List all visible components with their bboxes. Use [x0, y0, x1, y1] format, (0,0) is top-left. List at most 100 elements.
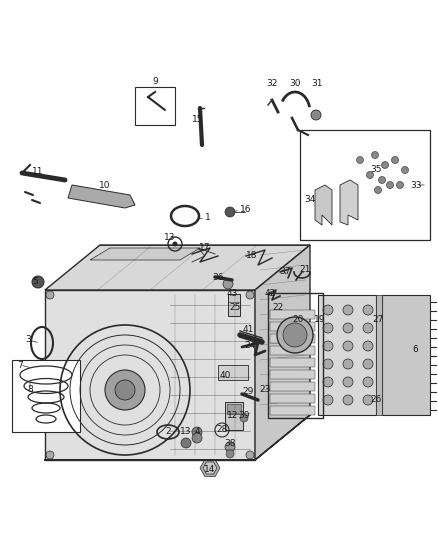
Circle shape: [46, 451, 54, 459]
Bar: [12, 360, 80, 432]
Bar: [382, 295, 430, 415]
Circle shape: [374, 187, 381, 193]
Circle shape: [105, 370, 145, 410]
Text: 39: 39: [238, 411, 250, 421]
Bar: [218, 365, 248, 380]
Polygon shape: [68, 185, 135, 208]
Text: 18: 18: [246, 252, 258, 261]
Text: 9: 9: [152, 77, 158, 86]
Circle shape: [311, 110, 321, 120]
Text: 10: 10: [99, 181, 111, 190]
Text: 7: 7: [17, 360, 23, 369]
Text: 43: 43: [226, 289, 238, 298]
Circle shape: [157, 109, 167, 119]
Bar: [270, 382, 315, 391]
Bar: [227, 404, 241, 414]
Circle shape: [192, 433, 202, 443]
Circle shape: [277, 317, 313, 353]
Bar: [376, 295, 382, 415]
Circle shape: [343, 305, 353, 315]
Text: 40: 40: [219, 370, 231, 379]
Text: 2: 2: [165, 427, 171, 437]
Circle shape: [246, 451, 254, 459]
Circle shape: [363, 305, 373, 315]
Circle shape: [363, 341, 373, 351]
Bar: [228, 294, 240, 316]
Text: 35: 35: [370, 166, 382, 174]
Text: 26: 26: [370, 395, 381, 405]
Circle shape: [323, 323, 333, 333]
Text: 8: 8: [27, 385, 33, 394]
Text: 36: 36: [212, 273, 224, 282]
Bar: [300, 130, 430, 240]
Circle shape: [386, 182, 393, 189]
Circle shape: [323, 341, 333, 351]
Text: 12: 12: [227, 411, 239, 421]
Polygon shape: [203, 462, 217, 474]
Circle shape: [240, 414, 248, 422]
Circle shape: [323, 395, 333, 405]
Polygon shape: [200, 459, 220, 477]
Bar: [270, 322, 315, 331]
Circle shape: [363, 395, 373, 405]
Circle shape: [363, 359, 373, 369]
Bar: [270, 346, 315, 355]
Circle shape: [343, 341, 353, 351]
Bar: [270, 394, 315, 403]
Bar: [268, 293, 323, 418]
Ellipse shape: [176, 210, 194, 222]
Polygon shape: [45, 245, 310, 290]
Text: 30: 30: [289, 79, 301, 88]
Circle shape: [381, 161, 389, 168]
Text: 14: 14: [204, 465, 215, 474]
Text: 21: 21: [299, 265, 311, 274]
Circle shape: [402, 166, 409, 174]
Text: 24: 24: [244, 342, 256, 351]
Circle shape: [323, 359, 333, 369]
Circle shape: [392, 157, 399, 164]
Text: 33: 33: [410, 181, 422, 190]
Text: 6: 6: [412, 345, 418, 354]
Circle shape: [173, 241, 177, 246]
Text: 1: 1: [205, 214, 211, 222]
Text: 41: 41: [242, 326, 254, 335]
Text: 11: 11: [32, 167, 44, 176]
Circle shape: [192, 427, 202, 437]
Bar: [270, 370, 315, 379]
Circle shape: [343, 395, 353, 405]
Bar: [270, 358, 315, 367]
Circle shape: [378, 176, 385, 183]
Circle shape: [246, 291, 254, 299]
Text: 32: 32: [266, 79, 278, 88]
Circle shape: [181, 438, 191, 448]
Text: 22: 22: [272, 303, 284, 312]
Circle shape: [323, 305, 333, 315]
Bar: [270, 334, 315, 343]
Text: 34: 34: [304, 196, 316, 205]
Polygon shape: [90, 248, 200, 260]
Bar: [225, 402, 243, 430]
Polygon shape: [45, 290, 255, 460]
Text: 19: 19: [314, 316, 326, 325]
Circle shape: [357, 157, 364, 164]
Text: 42: 42: [265, 289, 276, 298]
Text: 17: 17: [199, 244, 211, 253]
Text: 13: 13: [164, 233, 176, 243]
Text: 25: 25: [230, 303, 241, 312]
Circle shape: [223, 279, 233, 289]
Text: 28: 28: [216, 425, 228, 434]
Circle shape: [363, 377, 373, 387]
Circle shape: [343, 323, 353, 333]
Circle shape: [283, 323, 307, 347]
Bar: [270, 310, 315, 319]
Circle shape: [225, 207, 235, 217]
Text: 38: 38: [224, 440, 236, 448]
Circle shape: [367, 172, 374, 179]
Polygon shape: [315, 185, 332, 225]
Circle shape: [226, 450, 234, 458]
Text: 23: 23: [259, 385, 271, 394]
Bar: [135, 87, 175, 125]
Circle shape: [46, 291, 54, 299]
Circle shape: [371, 151, 378, 158]
Text: 5: 5: [32, 278, 38, 287]
